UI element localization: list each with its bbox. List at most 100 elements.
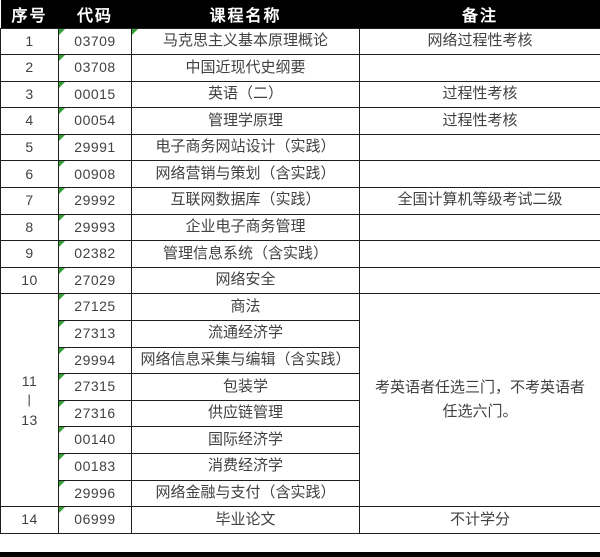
course-code-cell: 00183	[58, 453, 132, 481]
course-name-cell: 马克思主义基本原理概论	[131, 27, 360, 56]
course-name-cell: 电子商务网站设计（实践）	[131, 133, 360, 162]
course-code-cell: 29996	[58, 479, 132, 508]
course-table: 序号 代码 课程名称 备注 1 03709 马克思主义基本原理概论 网络过程性考…	[0, 0, 600, 534]
green-triangle-icon	[132, 28, 138, 35]
column-header-code: 代码	[58, 0, 132, 28]
course-code-cell: 29991	[58, 133, 132, 162]
green-triangle-icon	[59, 348, 65, 354]
column-header-course: 课程名称	[131, 0, 360, 28]
row-no-cell: 9	[0, 240, 59, 268]
table-row: 11 | 13 27125 商法 考英语者任选三门，不考英语者任选六门。	[0, 293, 600, 508]
green-triangle-icon	[59, 268, 65, 274]
remark-cell	[359, 213, 600, 242]
green-triangle-icon	[59, 135, 65, 141]
course-name-cell: 网络安全	[131, 266, 360, 295]
table-row: 29996 网络金融与支付（含实践）	[1, 479, 600, 508]
row-no-cell: 3	[0, 80, 59, 109]
remark-cell: 过程性考核	[359, 107, 600, 135]
course-name-cell: 供应链管理	[131, 399, 360, 428]
row-no-merged-cell: 11 | 13	[0, 293, 59, 508]
remark-cell	[359, 54, 600, 82]
course-name-cell: 管理学原理	[131, 107, 360, 135]
course-name-cell: 网络信息采集与编辑（含实践）	[131, 346, 360, 375]
row-no-cell: 8	[0, 213, 59, 242]
column-header-no: 序号	[0, 0, 59, 28]
course-code-cell: 02382	[58, 240, 132, 268]
course-code-cell: 00054	[58, 107, 132, 135]
table-row: 14 06999 毕业论文 不计学分	[0, 506, 600, 534]
course-code-cell: 29993	[58, 213, 132, 242]
row-no-cell: 5	[0, 133, 59, 162]
row-no-cell: 6	[0, 160, 59, 189]
row-no-cell: 10	[0, 266, 59, 295]
row-no-cell: 1	[0, 27, 59, 56]
green-triangle-icon	[59, 241, 65, 248]
course-code-cell: 06999	[58, 506, 132, 534]
table-row: 4 00054 管理学原理 过程性考核	[0, 107, 600, 135]
green-triangle-icon	[59, 55, 65, 62]
green-triangle-icon	[59, 28, 65, 35]
course-name-cell: 互联网数据库（实践）	[131, 187, 360, 215]
green-triangle-icon	[59, 401, 65, 407]
course-code-cell: 27316	[58, 399, 132, 428]
table-row: 9 02382 管理信息系统（含实践）	[0, 240, 600, 268]
row-no-cell: 7	[0, 187, 59, 215]
course-name-cell: 商法	[131, 293, 360, 322]
course-name-cell: 网络金融与支付（含实践）	[131, 479, 360, 508]
course-name-cell: 流通经济学	[131, 320, 360, 348]
course-name-cell: 网络营销与策划（含实践）	[131, 160, 360, 189]
course-name-cell: 消费经济学	[131, 453, 360, 481]
table-row: 10 27029 网络安全	[0, 266, 600, 295]
remark-cell	[359, 240, 600, 268]
green-triangle-icon	[59, 108, 65, 115]
course-name-cell: 英语（二）	[131, 80, 360, 109]
remark-cell	[359, 266, 600, 295]
green-triangle-icon	[59, 454, 65, 460]
course-name-cell: 毕业论文	[131, 506, 360, 534]
green-triangle-icon	[59, 507, 65, 514]
green-triangle-icon	[59, 161, 65, 168]
green-triangle-icon	[59, 427, 65, 434]
table-row: 00183 消费经济学	[1, 453, 600, 481]
green-triangle-icon	[59, 82, 65, 88]
course-code-cell: 27125	[58, 293, 132, 322]
course-code-cell: 03709	[58, 27, 132, 56]
row-no-cell: 2	[0, 54, 59, 82]
course-code-cell: 27313	[58, 320, 132, 348]
table-row: 3 00015 英语（二） 过程性考核	[0, 80, 600, 109]
table-row: 27315 包装学	[1, 373, 600, 401]
remark-cell	[359, 160, 600, 189]
course-code-cell: 29992	[58, 187, 132, 215]
green-triangle-icon	[59, 321, 65, 328]
course-code-cell: 03708	[58, 54, 132, 82]
table-row: 1 03709 马克思主义基本原理概论 网络过程性考核	[0, 27, 600, 56]
table-row: 7 29992 互联网数据库（实践） 全国计算机等级考试二级	[0, 187, 600, 215]
row-no-cell: 14	[0, 506, 59, 534]
green-triangle-icon	[59, 294, 65, 301]
table-row: 00140 国际经济学	[1, 426, 600, 454]
remark-cell	[359, 133, 600, 162]
remark-cell: 网络过程性考核	[359, 27, 600, 56]
course-code-cell: 00908	[58, 160, 132, 189]
table-row: 6 00908 网络营销与策划（含实践）	[0, 160, 600, 189]
remark-cell: 不计学分	[359, 506, 600, 534]
remark-merged-cell: 考英语者任选三门，不考英语者任选六门。	[359, 293, 600, 508]
green-triangle-icon	[59, 215, 65, 221]
column-header-remark: 备注	[359, 0, 600, 28]
course-code-cell: 29994	[58, 346, 132, 375]
course-code-cell: 27315	[58, 373, 132, 401]
table-row: 29994 网络信息采集与编辑（含实践）	[1, 346, 600, 375]
green-triangle-icon	[59, 374, 65, 381]
course-name-cell: 包装学	[131, 373, 360, 401]
course-code-cell: 00015	[58, 80, 132, 109]
course-name-cell: 国际经济学	[131, 426, 360, 454]
green-triangle-icon	[59, 188, 65, 195]
remark-cell: 过程性考核	[359, 80, 600, 109]
course-name-cell: 企业电子商务管理	[131, 213, 360, 242]
green-triangle-icon	[59, 481, 65, 487]
table-row: 27313 流通经济学	[1, 320, 600, 348]
row-no-cell: 4	[0, 107, 59, 135]
table-row: 5 29991 电子商务网站设计（实践）	[0, 133, 600, 162]
remark-cell: 全国计算机等级考试二级	[359, 187, 600, 215]
